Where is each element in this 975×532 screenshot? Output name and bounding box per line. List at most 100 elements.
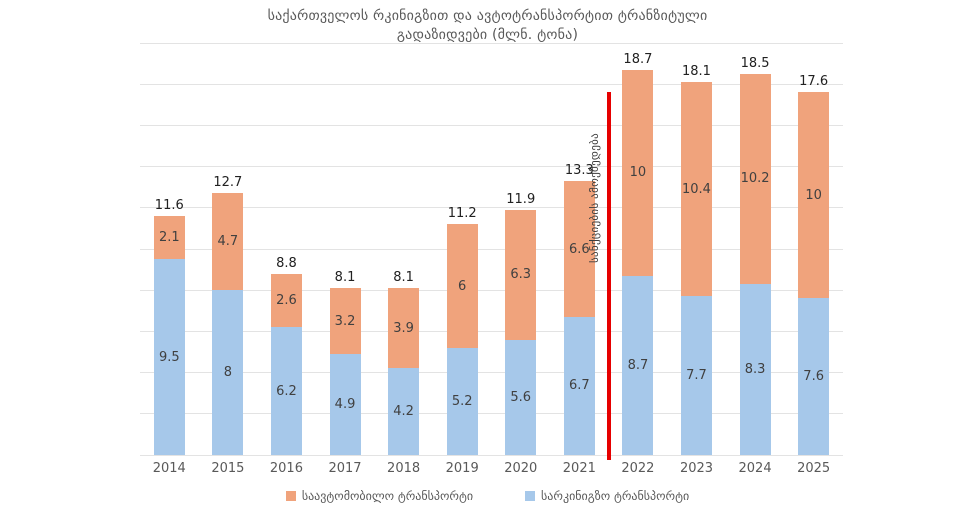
x-axis-label-2025: 2025 <box>797 461 831 476</box>
bar-slot-2015: 8 4.7 12.7 <box>199 43 258 455</box>
segment-value-label: 4.2 <box>393 404 414 420</box>
x-axis-label-2014: 2014 <box>152 461 186 476</box>
segment-value-label: 6.2 <box>276 383 297 399</box>
segment-value-label: 5.6 <box>510 389 532 405</box>
gridline <box>140 207 843 209</box>
legend: საავტომობილო ტრანსპორტი სარკინიგზო ტრანს… <box>0 489 975 503</box>
bar-slot-2021: 6.7 6.6 13.3 <box>550 43 609 455</box>
gridline <box>140 330 843 332</box>
bar-segment-road-2020: 6.3 <box>505 209 537 340</box>
gridline <box>140 289 843 291</box>
stacked-bar-2022: 8.7 10 18.7 <box>622 52 654 455</box>
total-value-label: 11.2 <box>447 206 477 222</box>
bar-segment-rail-2018: 4.2 <box>388 368 420 455</box>
chart-title-line1: საქართველოს რკინიგზით და ავტოტრანსპორტით… <box>267 8 708 24</box>
total-value-label: 8.1 <box>393 270 414 286</box>
bar-segment-road-2022: 10 <box>622 69 654 276</box>
segment-value-label: 8.3 <box>744 362 766 378</box>
total-value-label: 11.9 <box>506 191 536 207</box>
segment-value-label: 6.3 <box>510 267 532 283</box>
bar-segment-rail-2016: 6.2 <box>270 327 302 455</box>
segment-value-label: 6 <box>458 278 467 294</box>
gridline <box>140 83 843 85</box>
gridline <box>140 42 843 44</box>
bar-slot-2024: 8.3 10.2 18.5 <box>726 43 785 455</box>
total-value-label: 17.6 <box>799 74 829 90</box>
sanctions-annotation-label: სანქციების ამოქმედება <box>587 132 601 263</box>
stacked-bar-2021: 6.7 6.6 13.3 <box>563 163 595 455</box>
x-axis-label-2019: 2019 <box>445 461 479 476</box>
road-transport-swatch <box>285 491 296 501</box>
segment-value-label: 10 <box>805 187 822 203</box>
bar-slot-2016: 6.2 2.6 8.8 <box>257 43 316 455</box>
bar-segment-rail-2023: 7.7 <box>680 296 712 455</box>
gridline <box>140 413 843 415</box>
total-value-label: 12.7 <box>213 175 243 191</box>
gridline <box>140 248 843 250</box>
stacked-bar-2017: 4.9 3.2 8.1 <box>329 270 361 455</box>
total-value-label: 13.3 <box>564 163 594 179</box>
x-axis-label-2023: 2023 <box>679 461 714 476</box>
x-axis-label-2016: 2016 <box>269 461 303 476</box>
road-transport-label: საავტომობილო ტრანსპორტი <box>301 489 474 503</box>
bar-segment-road-2023: 10.4 <box>680 82 712 297</box>
plot-area: 9.5 2.1 11.6 8 4.7 12.7 6.2 2.6 8.8 4.9 3.2 8.1 4.2 3… <box>140 42 843 460</box>
legend-item-rail: სარკინიგზო ტრანსპორტი <box>525 489 689 503</box>
segment-value-label: 2.6 <box>276 293 297 308</box>
segment-value-label: 7.6 <box>803 369 824 385</box>
gridline <box>140 124 843 126</box>
segment-value-label: 3.2 <box>334 313 356 329</box>
segment-value-label: 10.2 <box>740 171 770 187</box>
total-value-label: 18.1 <box>682 64 711 80</box>
segment-value-label: 4.9 <box>334 397 356 413</box>
gridline <box>140 454 843 456</box>
stacked-bar-2020: 5.6 6.3 11.9 <box>505 192 537 455</box>
bar-segment-rail-2024: 8.3 <box>739 284 771 455</box>
stacked-bar-2014: 9.5 2.1 11.6 <box>153 198 185 455</box>
total-value-label: 18.5 <box>740 55 770 71</box>
x-axis-label-2024: 2024 <box>738 461 772 476</box>
bar-slot-2014: 9.5 2.1 11.6 <box>140 43 199 455</box>
segment-value-label: 10.4 <box>682 181 711 197</box>
gridline <box>140 372 843 374</box>
chart-title: საქართველოს რკინიგზით და ავტოტრანსპორტით… <box>0 7 975 45</box>
legend-item-road: საავტომობილო ტრანსპორტი <box>285 489 474 503</box>
gridline <box>140 166 843 168</box>
stacked-bar-2016: 6.2 2.6 8.8 <box>270 256 302 455</box>
x-axis-label-2022: 2022 <box>621 461 655 476</box>
x-axis-label-2020: 2020 <box>504 461 538 476</box>
segment-value-label: 6.7 <box>568 378 590 394</box>
bar-segment-road-2025: 10 <box>798 92 830 299</box>
bar-slot-2019: 5.2 6 11.2 <box>433 43 492 455</box>
bar-segment-rail-2021: 6.7 <box>563 316 595 455</box>
segment-value-label: 8 <box>223 365 232 381</box>
chart-title-line2: გადაზიდვები (მლნ. ტონა) <box>396 27 579 43</box>
bar-segment-rail-2015: 8 <box>212 290 244 455</box>
x-axis-label-2017: 2017 <box>328 461 362 476</box>
stacked-bar-2023: 7.7 10.4 18.1 <box>680 64 712 455</box>
bar-segment-road-2016: 2.6 <box>270 273 302 328</box>
x-axis-label-2015: 2015 <box>211 461 245 476</box>
stacked-bar-2024: 8.3 10.2 18.5 <box>739 56 771 455</box>
segment-value-label: 3.9 <box>393 320 414 336</box>
segment-value-label: 6.6 <box>568 241 590 257</box>
bar-slot-2018: 4.2 3.9 8.1 <box>374 43 433 455</box>
total-value-label: 8.8 <box>276 255 297 271</box>
segment-value-label: 2.1 <box>158 230 180 246</box>
bar-segment-road-2018: 3.9 <box>388 288 420 369</box>
bar-slot-2017: 4.9 3.2 8.1 <box>316 43 375 455</box>
total-value-label: 18.7 <box>623 51 653 67</box>
rail-transport-label: სარკინიგზო ტრანსპორტი <box>541 489 690 503</box>
bar-slot-2025: 7.6 10 17.6 <box>784 43 843 455</box>
bar-segment-rail-2020: 5.6 <box>505 339 537 455</box>
segment-value-label: 4.7 <box>217 234 239 250</box>
bar-segment-rail-2019: 5.2 <box>446 347 478 455</box>
total-value-label: 11.6 <box>154 198 184 214</box>
bar-segment-road-2014: 2.1 <box>153 216 185 260</box>
stacked-bar-2025: 7.6 10 17.6 <box>798 74 830 455</box>
bar-segment-rail-2014: 9.5 <box>153 259 185 455</box>
segment-value-label: 5.2 <box>451 393 473 409</box>
bar-segment-road-2021: 6.6 <box>563 181 595 317</box>
bars-row: 9.5 2.1 11.6 8 4.7 12.7 6.2 2.6 8.8 4.9 3.2 8.1 4.2 3… <box>140 43 843 455</box>
